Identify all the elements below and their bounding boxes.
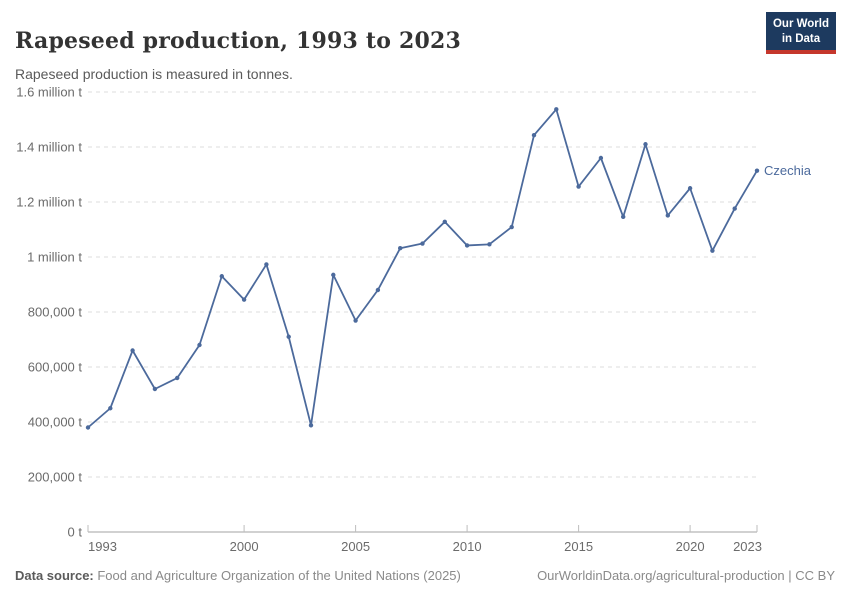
x-axis-tick-label: 1993 [88,539,117,554]
data-point[interactable] [531,132,537,138]
y-axis-tick-label: 600,000 t [28,360,83,375]
owid-logo[interactable]: Our World in Data [765,12,836,54]
data-point[interactable] [665,213,670,218]
y-axis-tick-label: 200,000 t [28,470,83,485]
data-point[interactable] [554,107,559,112]
data-point[interactable] [621,214,626,220]
data-point[interactable] [85,425,91,430]
owid-logo-line1: Our World [772,18,829,30]
x-axis-tick-label: 2000 [230,539,259,554]
x-axis-tick-label: 2020 [676,539,705,554]
data-point[interactable] [219,274,224,279]
data-point[interactable] [375,287,381,293]
data-point[interactable] [732,206,737,211]
data-point[interactable] [509,224,514,230]
data-point[interactable] [643,142,648,147]
owid-logo-line2: in Data [781,32,821,45]
data-point[interactable] [353,318,358,323]
attribution-link[interactable]: OurWorldinData.org/agricultural-producti… [537,568,835,583]
data-source-label: Data source: [15,568,94,583]
data-point[interactable] [130,348,135,353]
data-point[interactable] [687,186,693,191]
data-point[interactable] [398,246,403,251]
data-source-note: Data source: Food and Agriculture Organi… [15,568,461,583]
data-point[interactable] [331,272,336,278]
x-axis-tick-label: 2005 [341,539,370,554]
data-point[interactable] [754,168,760,173]
data-point[interactable] [308,423,314,428]
data-point[interactable] [108,406,113,411]
series-line-czechia[interactable] [87,108,758,429]
data-point[interactable] [264,262,269,267]
y-axis-tick-label: 1.6 million t [16,85,82,100]
x-axis-tick-label: 2010 [453,539,482,554]
data-point[interactable] [710,248,715,253]
data-point[interactable] [576,184,581,189]
y-axis-tick-label: 400,000 t [28,415,83,430]
data-point[interactable] [420,241,425,246]
x-axis-tick-label: 2023 [733,539,762,554]
series-end-label[interactable]: Czechia [764,163,812,178]
y-axis-tick-label: 1 million t [27,250,82,265]
y-axis-tick-label: 800,000 t [28,305,83,320]
data-point[interactable] [286,334,291,339]
x-axis-tick-label: 2015 [564,539,593,554]
data-point[interactable] [197,342,202,348]
y-axis-tick-label: 1.2 million t [16,195,82,210]
data-point[interactable] [152,386,158,392]
chart-footer: Data source: Food and Agriculture Organi… [15,568,835,583]
y-axis-tick-label: 1.4 million t [16,140,82,155]
data-point[interactable] [487,242,492,247]
data-point[interactable] [241,297,247,302]
data-point[interactable] [175,375,180,381]
data-point[interactable] [598,155,604,161]
data-source-text: Food and Agriculture Organization of the… [93,568,461,583]
page-subtitle: Rapeseed production is measured in tonne… [15,66,293,82]
page-title: Rapeseed production, 1993 to 2023 [15,27,461,54]
y-axis-tick-label: 0 t [68,525,83,540]
data-point[interactable] [464,243,470,248]
data-point[interactable] [442,219,447,224]
